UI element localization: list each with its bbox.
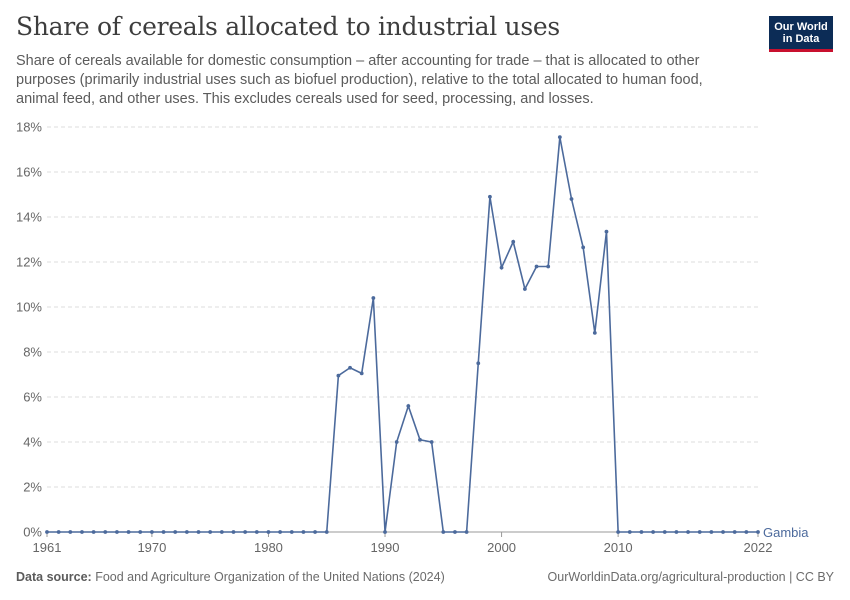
y-tick-label: 8% [23,345,42,360]
data-point[interactable] [208,530,213,534]
x-tick-labels: 1961 1970 1980 1990 2000 2010 2022 [33,540,773,555]
source-text[interactable]: Food and Agriculture Organization of the… [95,570,445,584]
data-point[interactable] [616,530,621,534]
data-point[interactable] [254,530,259,534]
data-point[interactable] [383,530,387,534]
data-point[interactable] [184,530,189,534]
data-point[interactable] [476,361,481,366]
data-point[interactable] [639,530,644,534]
data-point[interactable] [289,530,294,534]
logo-line-2: in Data [782,33,820,45]
data-point[interactable] [534,264,539,269]
data-point[interactable] [651,530,655,534]
data-point[interactable] [278,530,283,534]
data-point[interactable] [662,530,667,534]
y-tick-label: 14% [16,210,42,225]
data-point[interactable] [569,197,574,201]
data-point[interactable] [557,135,562,140]
data-point[interactable] [243,530,248,534]
data-point[interactable] [709,530,714,534]
x-tick-label: 1980 [254,540,283,555]
data-point[interactable] [91,530,96,534]
data-point[interactable] [732,530,737,534]
series-label-gambia[interactable]: Gambia [763,525,809,540]
data-point[interactable] [324,530,329,534]
data-point[interactable] [592,330,597,335]
data-point[interactable] [464,530,469,534]
y-tick-label: 0% [23,525,42,540]
data-point[interactable] [394,440,399,444]
footer-source: Data source: Food and Agriculture Organi… [16,570,445,584]
chart-title: Share of cereals allocated to industrial… [16,12,560,41]
data-point[interactable] [499,265,504,270]
x-tick-label: 2022 [744,540,773,555]
y-tick-label: 10% [16,300,42,315]
data-point[interactable] [80,530,84,534]
y-tick-label: 4% [23,435,42,450]
y-tick-label: 2% [23,480,42,495]
data-point[interactable] [68,530,73,534]
data-point[interactable] [359,371,364,376]
chart-subtitle: Share of cereals available for domestic … [16,53,703,107]
x-tick-label: 1961 [33,540,62,555]
data-point[interactable] [371,296,376,300]
data-point[interactable] [627,530,632,534]
data-point[interactable] [348,365,352,370]
data-point[interactable] [231,530,236,534]
data-point[interactable] [744,530,749,534]
footer-link[interactable]: OurWorldinData.org/agricultural-producti… [547,570,834,584]
data-point[interactable] [697,530,702,534]
data-point[interactable] [45,530,49,534]
y-tick-label: 12% [16,255,42,270]
y-tick-labels: 0% 2% 4% 6% 8% 10% 12% 14% 16% 18% [16,120,42,540]
data-point[interactable] [196,530,201,534]
data-point[interactable] [441,530,446,534]
grid-lines [47,126,758,488]
logo-line-1: Our World [774,21,828,33]
data-point[interactable] [721,530,725,534]
data-point[interactable] [219,530,224,534]
y-tick-label: 18% [16,120,42,135]
y-tick-label: 6% [23,390,42,405]
data-point[interactable] [138,530,143,534]
y-tick-label: 16% [16,165,42,180]
data-point[interactable] [266,530,271,534]
source-label: Data source: [16,570,92,584]
data-point[interactable] [511,239,516,244]
x-tick-label: 1990 [371,540,400,555]
data-point[interactable] [546,264,551,269]
data-point[interactable] [115,530,119,534]
data-point[interactable] [604,229,609,234]
data-point[interactable] [453,530,457,534]
data-point[interactable] [56,530,61,534]
data-point[interactable] [161,530,166,534]
data-point[interactable] [488,194,492,199]
data-point[interactable] [150,530,154,534]
data-point[interactable] [418,437,422,442]
data-point[interactable] [336,373,341,378]
owid-logo[interactable]: Our World in Data [769,16,833,52]
data-point[interactable] [313,530,317,534]
x-tick-label: 2000 [487,540,516,555]
data-point[interactable] [581,245,586,250]
x-tick-label: 2010 [604,540,633,555]
data-point[interactable] [406,404,411,408]
x-tick-label: 1970 [137,540,166,555]
data-point[interactable] [522,287,527,291]
series-points [45,135,760,534]
data-point[interactable] [686,530,690,534]
data-point[interactable] [301,530,306,534]
series-line-gambia[interactable] [47,136,758,533]
data-point[interactable] [173,530,178,534]
data-point[interactable] [103,530,108,534]
data-point[interactable] [429,440,434,444]
data-point[interactable] [756,530,760,534]
data-point[interactable] [674,530,679,534]
data-point[interactable] [126,530,131,534]
